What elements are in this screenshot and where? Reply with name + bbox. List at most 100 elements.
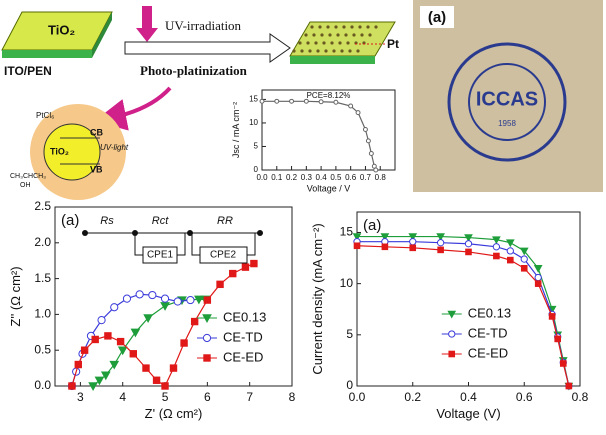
zoom-arrow [110,88,170,118]
y-tick-label: 15 [340,225,354,239]
pt-dot [322,41,325,44]
marker [369,152,373,156]
circuit-node [82,230,88,236]
y-axis-label: Z'' (Ω cm²) [8,266,23,326]
pt-dot [326,25,329,28]
uv-arrow-body [142,6,152,28]
marker [98,317,105,324]
marker [170,365,176,371]
film-label: TiO₂ [48,22,75,37]
y-tick-label: 10 [249,118,258,127]
pt-dot [316,49,319,52]
circuit-node [257,230,263,236]
pt-dot [360,33,363,36]
pt-dot [356,49,359,52]
pt-dot [328,33,331,36]
pt-dot [350,25,353,28]
marker [153,377,159,383]
precursor-label: PtCl₆ [36,111,54,120]
marker [117,338,123,344]
x-tick-label: 5 [162,390,169,404]
marker [217,281,223,287]
marker [105,333,111,339]
logo-year: 1958 [498,119,516,128]
marker [410,245,416,251]
marker [174,298,181,305]
marker [508,257,514,263]
marker [149,291,156,298]
marker [242,264,248,270]
pt-dot [304,33,307,36]
x-axis-label: Voltage / V [307,184,351,194]
legend-label: CE-ED [223,349,263,364]
legend-marker [449,331,455,337]
pt-dot [330,41,333,44]
y-axis-label: Current density (mA cm⁻²) [310,223,325,374]
marker [81,347,87,353]
pt-dot [342,25,345,28]
legend-label: CE-TD [468,325,508,340]
pt-dot [340,49,343,52]
x-tick-label: 0.4 [460,390,477,404]
x-tick-label: 0.6 [516,390,533,404]
legend-label: CE0.13 [223,309,266,324]
marker [549,314,555,320]
donor-group-label: OH [20,182,31,189]
marker [251,260,257,266]
pt-dot [358,25,361,28]
pt-dot [320,33,323,36]
marker [136,291,143,298]
legend-label: CE-ED [468,345,508,360]
legend-label: CE-TD [223,329,263,344]
legend-marker [449,351,455,357]
marker [354,243,360,249]
pt-dot [314,41,317,44]
pt-dot [312,33,315,36]
marker [438,247,444,253]
marker [535,274,541,280]
marker [437,240,443,246]
pt-dot [374,25,377,28]
marker [119,347,127,354]
marker [507,240,514,246]
circuit-label: Rs [100,215,114,227]
marker [130,351,136,357]
marker [75,361,81,367]
marker [494,253,500,259]
marker [162,383,168,389]
marker [366,139,370,143]
pt-dot [338,41,341,44]
marker [535,265,542,271]
circuit-label: CPE1 [147,250,174,261]
annotation: PCE=8.12% [307,91,351,100]
marker [507,248,513,254]
marker [466,249,472,255]
pt-dot [348,49,351,52]
annotation: (a) [61,212,79,229]
marker [363,128,367,132]
pt-dot [334,25,337,28]
marker [161,303,169,310]
pt-dot [366,25,369,28]
circuit-label: RR [217,215,233,227]
marker [187,296,194,303]
marker [535,281,541,287]
x-tick-label: 0.8 [572,390,589,404]
step1: UV-irradiation [165,18,242,33]
marker [111,304,118,311]
marker [521,256,527,262]
pt-dot [306,41,309,44]
y-tick-label: 1.0 [34,307,51,321]
y-tick-label: 0 [254,165,259,174]
marker [560,361,566,367]
pt-dot [332,49,335,52]
series-line [357,242,569,386]
marker [123,295,130,302]
y-tick-label: 1.5 [34,271,51,285]
legend-marker [203,334,210,341]
marker [161,295,168,302]
x-tick-label: 0.7 [360,173,372,182]
pt-dot [324,49,327,52]
pt-dot [318,25,321,28]
uv-arrow-head [136,28,158,42]
